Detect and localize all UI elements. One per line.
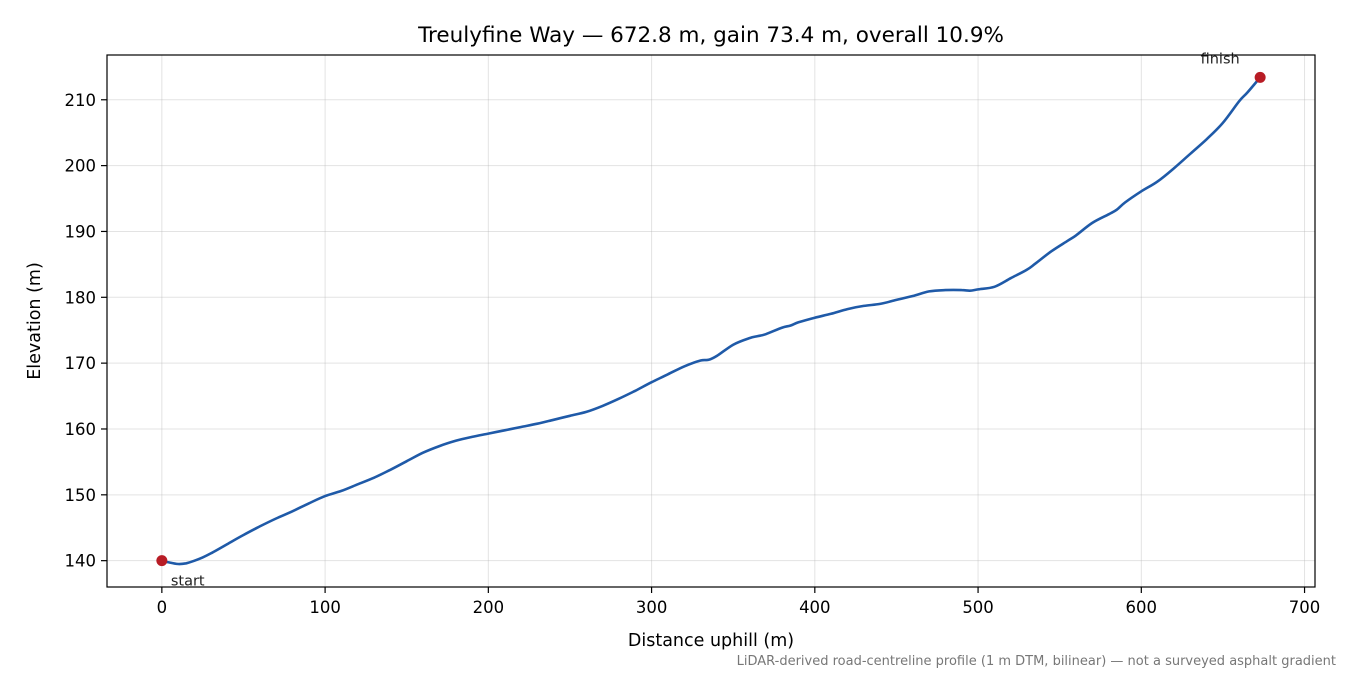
x-tick-label: 100 [309,598,341,617]
footnote: LiDAR-derived road-centreline profile (1… [737,654,1336,669]
y-tick-label: 200 [65,157,97,176]
y-tick-label: 170 [65,354,97,373]
y-tick-label: 210 [65,91,97,110]
x-tick-label: 200 [473,598,505,617]
finish-annotation: finish [1201,51,1240,67]
y-tick-label: 150 [65,486,97,505]
y-axis-label: Elevation (m) [25,262,45,380]
x-tick-label: 0 [157,598,168,617]
endpoint-markers: start finish [156,51,1266,590]
axis-ticks: 0 100 200 300 400 500 600 700 140 150 160 170 180 190… [65,91,1321,617]
plot-frame [106,54,1316,588]
x-tick-label: 500 [962,598,994,617]
x-tick-label: 300 [636,598,668,617]
y-tick-label: 190 [65,222,97,241]
x-tick-label: 600 [1126,598,1158,617]
start-marker [156,555,168,567]
start-annotation: start [171,574,205,590]
finish-marker [1254,71,1266,83]
y-tick-label: 180 [65,288,97,307]
x-axis-label: Distance uphill (m) [628,631,794,651]
chart-title: Treulyfine Way — 672.8 m, gain 73.4 m, o… [417,23,1004,48]
elevation-series-line [161,76,1262,566]
x-tick-label: 700 [1289,598,1321,617]
y-tick-label: 140 [65,552,97,571]
grid-lines [107,55,1315,587]
y-tick-label: 160 [65,420,97,439]
x-tick-label: 400 [799,598,831,617]
